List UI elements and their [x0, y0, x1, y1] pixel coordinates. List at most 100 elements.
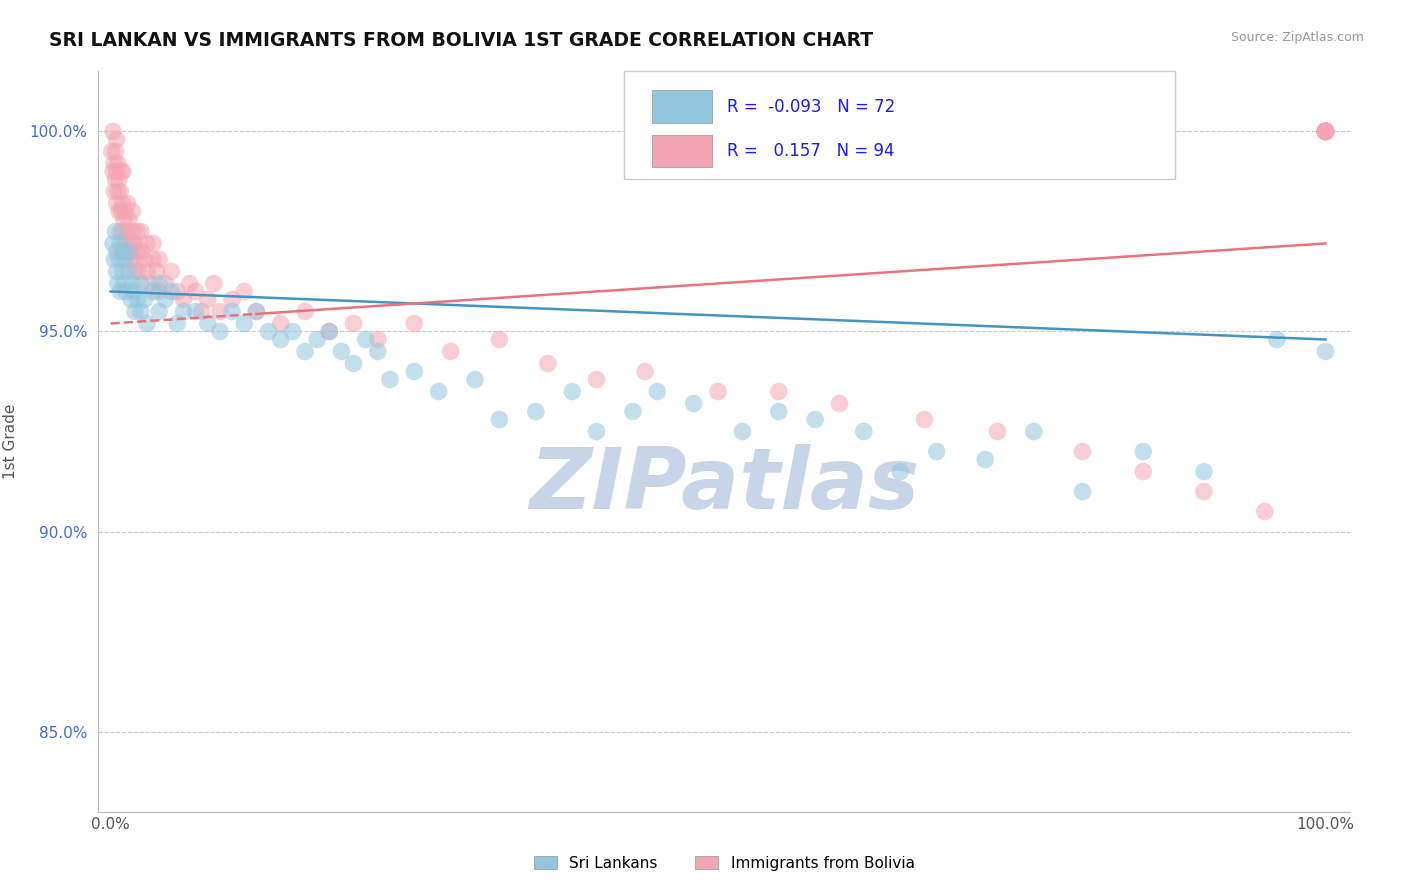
- Point: [127, 224, 149, 238]
- Point: [142, 285, 165, 299]
- Point: [127, 244, 149, 259]
- Point: [121, 277, 143, 291]
- Point: [645, 384, 668, 399]
- Point: [1315, 124, 1337, 138]
- Point: [524, 404, 547, 418]
- Point: [166, 317, 188, 331]
- Point: [179, 277, 201, 291]
- Point: [1071, 444, 1094, 458]
- Point: [134, 252, 156, 267]
- Point: [120, 252, 142, 267]
- Point: [1315, 124, 1337, 138]
- Text: ZIPatlas: ZIPatlas: [529, 444, 920, 527]
- Point: [160, 264, 183, 278]
- Text: SRI LANKAN VS IMMIGRANTS FROM BOLIVIA 1ST GRADE CORRELATION CHART: SRI LANKAN VS IMMIGRANTS FROM BOLIVIA 1S…: [49, 31, 873, 50]
- Point: [142, 236, 165, 251]
- Point: [148, 277, 170, 291]
- Point: [172, 304, 194, 318]
- Point: [914, 412, 936, 426]
- Y-axis label: 1st Grade: 1st Grade: [3, 404, 18, 479]
- Point: [190, 304, 212, 318]
- Text: R =   0.157   N = 94: R = 0.157 N = 94: [727, 142, 894, 160]
- Point: [114, 204, 136, 219]
- Point: [129, 304, 152, 318]
- Point: [1315, 124, 1337, 138]
- Point: [270, 333, 292, 347]
- Point: [108, 252, 131, 267]
- Point: [118, 264, 141, 278]
- Point: [342, 317, 364, 331]
- Point: [114, 236, 136, 251]
- Point: [115, 285, 138, 299]
- Point: [270, 317, 292, 331]
- Point: [208, 304, 231, 318]
- Point: [1315, 124, 1337, 138]
- Point: [124, 304, 146, 318]
- Point: [768, 384, 790, 399]
- Point: [136, 264, 159, 278]
- Point: [537, 357, 560, 371]
- Point: [107, 277, 129, 291]
- Point: [110, 185, 132, 199]
- Point: [129, 277, 152, 291]
- Point: [155, 277, 177, 291]
- Point: [136, 236, 159, 251]
- Point: [318, 325, 340, 339]
- Point: [105, 264, 128, 278]
- Point: [101, 145, 124, 159]
- Point: [404, 317, 426, 331]
- Point: [307, 333, 329, 347]
- Point: [136, 317, 159, 331]
- Point: [585, 372, 607, 386]
- Point: [682, 396, 704, 410]
- Point: [621, 404, 644, 418]
- Point: [118, 212, 141, 227]
- Point: [294, 304, 316, 318]
- Point: [561, 384, 583, 399]
- Point: [148, 252, 170, 267]
- Point: [124, 236, 146, 251]
- Point: [1254, 505, 1277, 519]
- Point: [110, 164, 132, 178]
- Point: [111, 164, 134, 178]
- Point: [768, 404, 790, 418]
- Point: [221, 293, 243, 307]
- Point: [202, 277, 225, 291]
- Point: [101, 164, 124, 178]
- Point: [114, 252, 136, 267]
- Point: [1132, 444, 1154, 458]
- Point: [128, 264, 150, 278]
- Point: [148, 304, 170, 318]
- Point: [1071, 484, 1094, 499]
- Point: [804, 412, 827, 426]
- Point: [118, 244, 141, 259]
- Text: R =  -0.093   N = 72: R = -0.093 N = 72: [727, 97, 894, 116]
- Point: [367, 333, 389, 347]
- Point: [208, 325, 231, 339]
- Point: [121, 204, 143, 219]
- Point: [124, 264, 146, 278]
- Point: [257, 325, 280, 339]
- Point: [233, 317, 256, 331]
- Point: [118, 244, 141, 259]
- Point: [828, 396, 851, 410]
- Point: [184, 285, 207, 299]
- Point: [318, 325, 340, 339]
- Point: [122, 236, 145, 251]
- Point: [124, 285, 146, 299]
- Point: [427, 384, 450, 399]
- Point: [378, 372, 401, 386]
- Point: [354, 333, 377, 347]
- Point: [120, 293, 142, 307]
- Point: [184, 304, 207, 318]
- FancyBboxPatch shape: [651, 90, 711, 123]
- Point: [1315, 124, 1337, 138]
- Point: [281, 325, 304, 339]
- Point: [129, 224, 152, 238]
- Text: Source: ZipAtlas.com: Source: ZipAtlas.com: [1230, 31, 1364, 45]
- Point: [1315, 124, 1337, 138]
- Point: [112, 277, 135, 291]
- Point: [105, 132, 128, 146]
- Point: [155, 293, 177, 307]
- Point: [245, 304, 267, 318]
